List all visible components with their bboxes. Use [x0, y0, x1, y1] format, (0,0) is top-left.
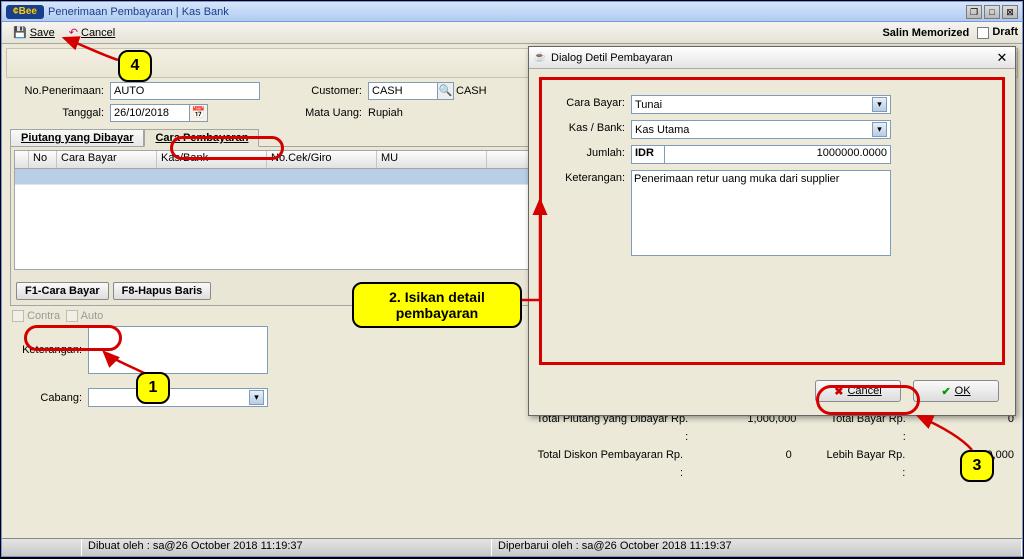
no-penerimaan-label: No.Penerimaan:	[10, 85, 110, 97]
undo-icon: ↶	[69, 26, 78, 39]
check-icon: ✔	[941, 385, 950, 398]
disk-icon: 💾	[13, 26, 27, 39]
window-close-icon[interactable]: ⊠	[1002, 5, 1018, 19]
close-icon[interactable]: ✕	[993, 50, 1011, 66]
col-cara-bayar: Cara Bayar	[57, 151, 157, 168]
dialog-cancel-button[interactable]: ✖Cancel	[815, 380, 901, 402]
draft-checkbox[interactable]	[977, 27, 989, 39]
customer-desc: CASH	[456, 85, 487, 97]
f8-hapus-baris-button[interactable]: F8-Hapus Baris	[113, 282, 212, 300]
cancel-label: Cancel	[81, 27, 115, 39]
java-icon: ☕	[533, 51, 547, 65]
callout-2: 2. Isikan detail pembayaran	[352, 282, 522, 328]
col-kas-bank: Kas/Bank	[157, 151, 267, 168]
currency-field[interactable]: IDR	[631, 145, 665, 164]
chevron-down-icon: ▾	[872, 97, 887, 112]
cabang-label: Cabang:	[10, 392, 88, 404]
f1-cara-bayar-button[interactable]: F1-Cara Bayar	[16, 282, 109, 300]
dialog-ok-button[interactable]: ✔OK	[913, 380, 999, 402]
detail-dialog: ☕ Dialog Detil Pembayaran ✕ Cara Bayar: …	[528, 46, 1016, 416]
customer-input[interactable]	[368, 82, 438, 100]
chevron-down-icon: ▾	[249, 390, 264, 405]
col-no: No	[29, 151, 57, 168]
chevron-down-icon: ▾	[872, 122, 887, 137]
keterangan-textarea[interactable]	[88, 326, 268, 374]
no-penerimaan-input[interactable]	[110, 82, 260, 100]
draft-label: Draft	[992, 26, 1018, 38]
tab-piutang[interactable]: Piutang yang Dibayar	[10, 129, 144, 147]
dialog-title: Dialog Detil Pembayaran	[551, 52, 673, 64]
tanggal-label: Tanggal:	[10, 107, 110, 119]
callout-3: 3	[960, 450, 994, 482]
save-label: Save	[30, 27, 55, 39]
tab-cara-pembayaran[interactable]: Cara Pembayaran	[144, 129, 259, 147]
status-created: Dibuat oleh : sa@26 October 2018 11:19:3…	[82, 539, 492, 556]
status-updated: Diperbarui oleh : sa@26 October 2018 11:…	[492, 539, 1022, 556]
kas-bank-select[interactable]: Kas Utama▾	[631, 120, 891, 139]
window-maximize-icon[interactable]: □	[984, 5, 1000, 19]
cara-bayar-select[interactable]: Tunai▾	[631, 95, 891, 114]
cancel-button[interactable]: ↶ Cancel	[62, 24, 122, 41]
search-icon[interactable]: 🔍	[438, 82, 454, 100]
tanggal-input[interactable]	[110, 104, 190, 122]
callout-4: 4	[118, 50, 152, 82]
toolbar: 💾 Save ↶ Cancel Salin Memorized Draft	[2, 22, 1022, 44]
title-bar: ¢Bee Penerimaan Pembayaran | Kas Bank ❐ …	[2, 2, 1022, 22]
dialog-keterangan-input[interactable]: Penerimaan retur uang muka dari supplier	[631, 170, 891, 256]
window-restore-icon[interactable]: ❐	[966, 5, 982, 19]
customer-label: Customer:	[260, 85, 368, 97]
cabang-select[interactable]: ▾	[88, 388, 268, 407]
save-button[interactable]: 💾 Save	[6, 24, 62, 41]
auto-checkbox[interactable]	[66, 310, 78, 322]
col-cek-giro: No.Cek/Giro	[267, 151, 377, 168]
x-icon: ✖	[834, 385, 843, 398]
amount-input[interactable]: 1000000.0000	[665, 145, 891, 164]
callout-1: 1	[136, 372, 170, 404]
mata-uang-value: Rupiah	[368, 107, 403, 119]
salin-memorized-link[interactable]: Salin Memorized	[882, 27, 969, 39]
contra-checkbox[interactable]	[12, 310, 24, 322]
app-logo: ¢Bee	[6, 5, 44, 19]
status-bar: Dibuat oleh : sa@26 October 2018 11:19:3…	[2, 538, 1022, 556]
dialog-titlebar[interactable]: ☕ Dialog Detil Pembayaran ✕	[529, 47, 1015, 69]
keterangan-label: Keterangan:	[10, 344, 88, 356]
window-title: Penerimaan Pembayaran | Kas Bank	[48, 6, 229, 18]
calendar-icon[interactable]: 📅	[190, 104, 208, 122]
col-mu: MU	[377, 151, 487, 168]
mata-uang-label: Mata Uang:	[208, 107, 368, 119]
